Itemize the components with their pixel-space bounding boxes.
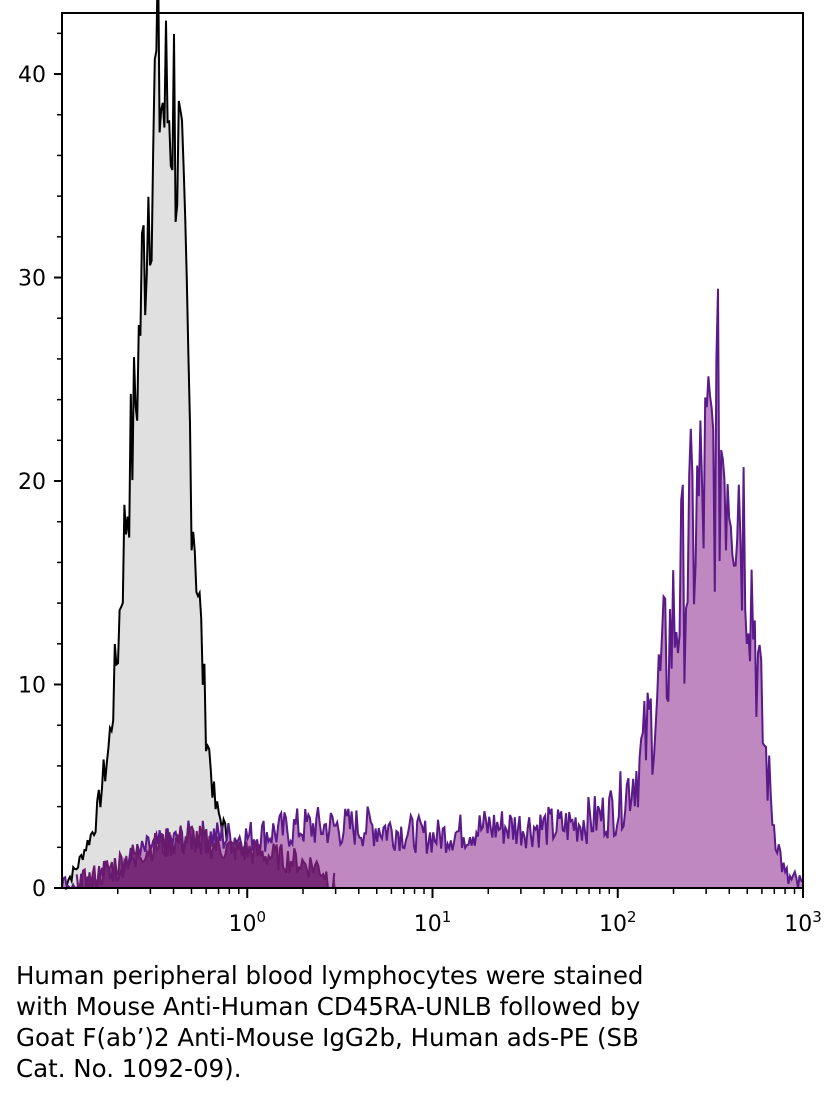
axis-layer: 0 10 20 30 40 100 101 102 103	[18, 32, 822, 937]
series-0-area	[62, 0, 248, 888]
x-tick-label: 101	[414, 908, 452, 937]
x-tick-label: 103	[784, 908, 822, 937]
series-2-line	[75, 825, 336, 889]
y-tick-label: 10	[18, 674, 46, 699]
y-tick-label: 30	[18, 267, 46, 292]
series-0-line	[61, 0, 246, 891]
y-tick-label: 40	[18, 63, 46, 88]
x-tick-label: 102	[599, 908, 637, 937]
y-tick-label: 0	[32, 877, 46, 902]
histogram-chart: 0 10 20 30 40 100 101 102 103	[18, 0, 822, 937]
figure-caption: Human peripheral blood lymphocytes were …	[16, 961, 644, 1083]
series-2-area	[76, 825, 336, 888]
x-tick-label: 100	[228, 908, 266, 937]
y-tick-label: 20	[18, 470, 46, 495]
series-1-area	[62, 288, 803, 888]
series-layer	[61, 0, 804, 891]
